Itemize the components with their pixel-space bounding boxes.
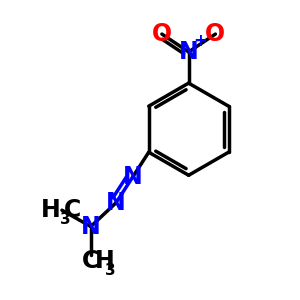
Text: N: N: [81, 214, 101, 239]
Text: H: H: [40, 198, 60, 222]
Text: C: C: [64, 198, 81, 222]
Text: N: N: [106, 191, 126, 215]
Text: N: N: [179, 40, 199, 64]
Text: C: C: [82, 249, 99, 273]
Text: H: H: [95, 249, 115, 273]
Text: 3: 3: [61, 212, 71, 227]
Text: +: +: [193, 32, 207, 50]
Text: O: O: [152, 22, 172, 46]
Text: O: O: [205, 22, 226, 46]
Text: 3: 3: [105, 263, 116, 278]
Text: N: N: [122, 166, 142, 190]
